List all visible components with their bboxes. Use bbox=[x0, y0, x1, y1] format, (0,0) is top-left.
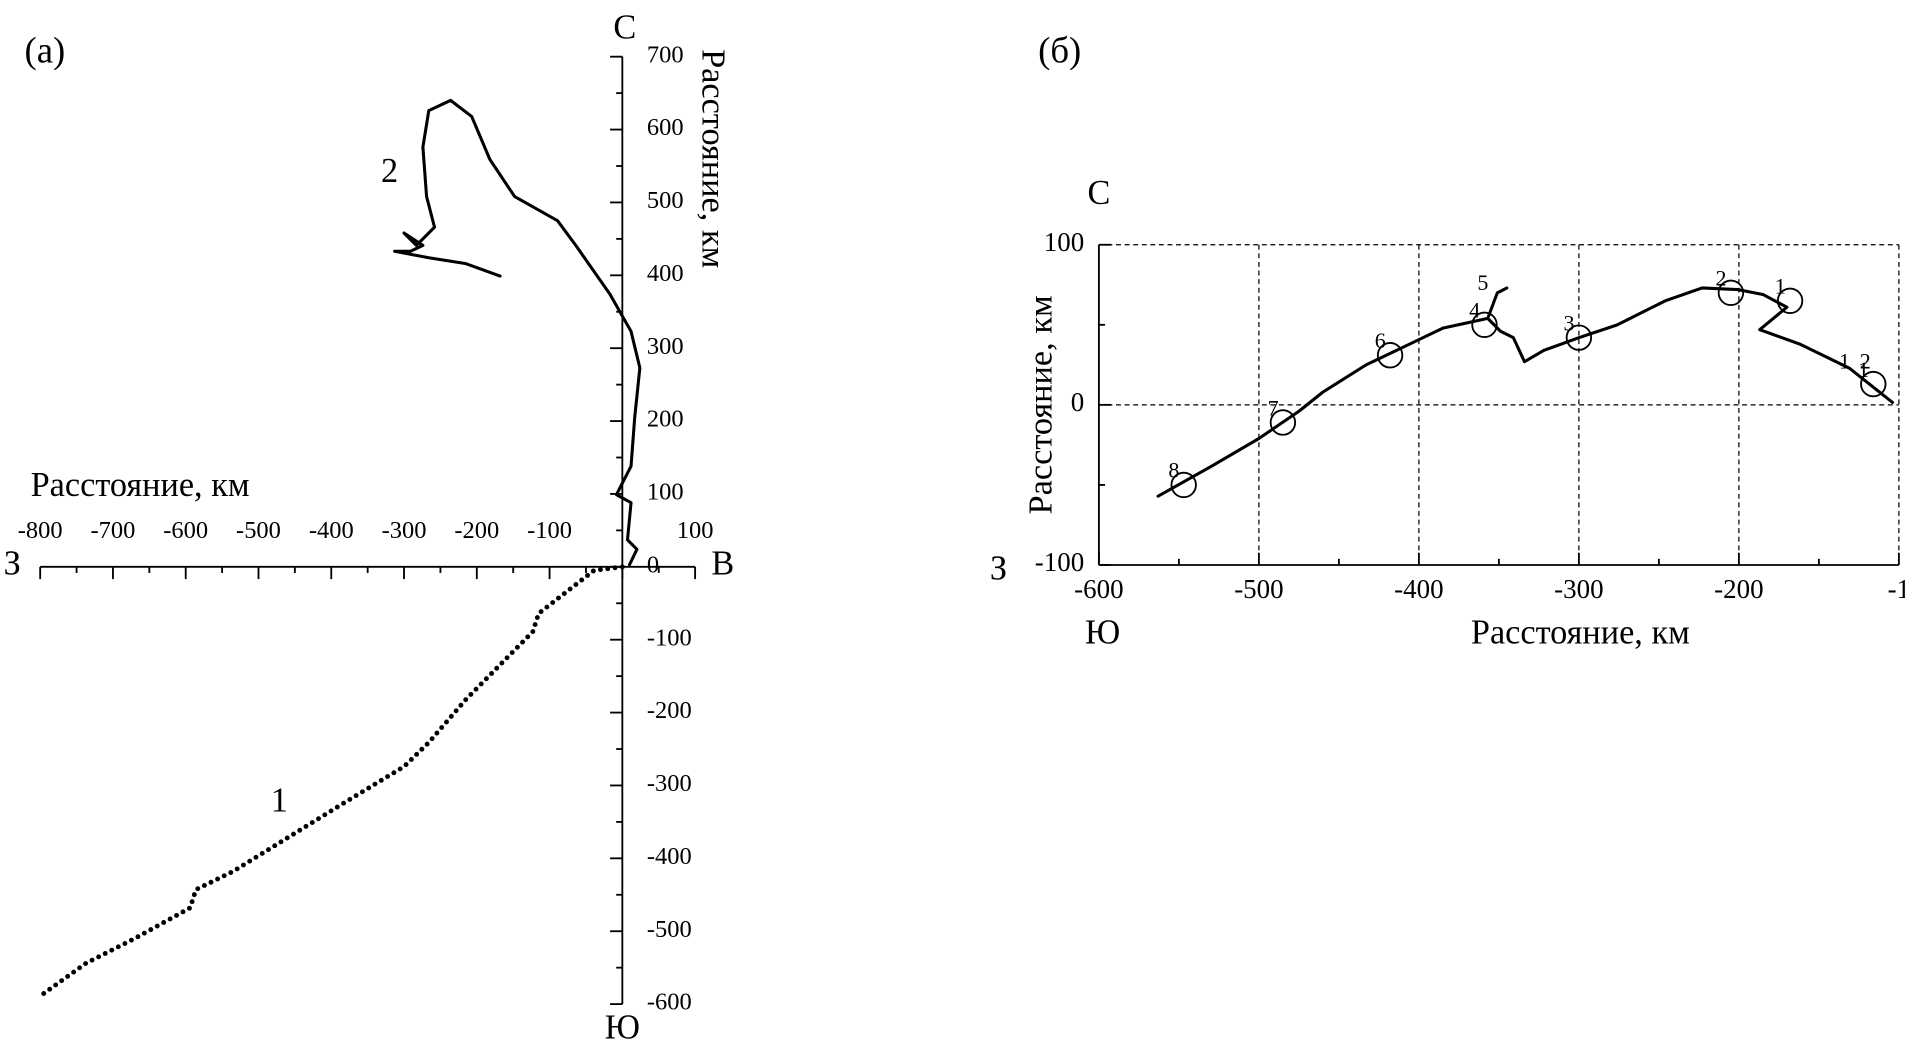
station-label: 8 bbox=[1168, 458, 1179, 483]
station-marker bbox=[1269, 409, 1297, 436]
y-tick-label: -400 bbox=[647, 843, 692, 870]
y-tick-label: 500 bbox=[647, 187, 684, 214]
y-tick-label: 100 bbox=[647, 479, 684, 506]
west-label: З bbox=[4, 545, 21, 583]
x-tick-label: -400 bbox=[1394, 574, 1443, 604]
y-tick-label: 100 bbox=[1044, 227, 1084, 257]
x-tick-label: -600 bbox=[163, 517, 208, 544]
x-tick-label: -200 bbox=[1714, 574, 1763, 604]
station-marker bbox=[1565, 324, 1593, 351]
x-tick-label: -300 bbox=[382, 517, 427, 544]
station-label: 2 bbox=[1716, 266, 1727, 291]
point-label: 2 bbox=[1860, 348, 1871, 373]
station-label: 1 bbox=[1858, 357, 1869, 382]
station-marker bbox=[1376, 342, 1404, 369]
x-tick-label: -500 bbox=[236, 517, 281, 544]
point-label: 1 bbox=[1839, 348, 1850, 373]
station-label: 6 bbox=[1375, 328, 1386, 353]
east-label: В bbox=[711, 545, 734, 583]
y-tick-label: 200 bbox=[647, 406, 684, 433]
y-tick-label: 300 bbox=[647, 333, 684, 360]
panel-label: (б) bbox=[1038, 29, 1081, 70]
y-tick-label: 600 bbox=[647, 114, 684, 141]
north-label: С bbox=[613, 9, 636, 47]
station-marker bbox=[1170, 471, 1197, 499]
point-label: 5 bbox=[1477, 270, 1488, 295]
y-tick-label: -100 bbox=[1035, 547, 1084, 577]
y-tick-label: 0 bbox=[1071, 387, 1084, 417]
x-tick-label: -500 bbox=[1234, 574, 1283, 604]
panel-label: (а) bbox=[25, 29, 66, 70]
station-marker bbox=[1860, 370, 1887, 398]
y-tick-label: 400 bbox=[647, 260, 684, 287]
north-label: С bbox=[1087, 174, 1110, 212]
y-tick-label: -500 bbox=[647, 916, 692, 943]
series-label: 1 bbox=[271, 781, 288, 819]
station-marker bbox=[1776, 287, 1804, 314]
x-tick-label: -800 bbox=[18, 517, 63, 544]
x-tick-label: -300 bbox=[1554, 574, 1603, 604]
y-tick-label: -200 bbox=[647, 697, 692, 724]
trajectory bbox=[1156, 286, 1895, 498]
y-tick-label: -600 bbox=[647, 989, 692, 1016]
station-label: 1 bbox=[1775, 274, 1786, 299]
station-marker bbox=[1471, 311, 1498, 339]
station-label: 7 bbox=[1268, 395, 1279, 420]
x-tick-label: -100 bbox=[527, 517, 572, 544]
y-tick-label: -300 bbox=[647, 770, 692, 797]
y-tick-label: -100 bbox=[647, 624, 692, 651]
x-tick-label: -700 bbox=[91, 517, 136, 544]
trajectory bbox=[40, 564, 625, 997]
trajectory bbox=[393, 98, 642, 567]
y-axis-label: Расстояние, км bbox=[695, 49, 733, 268]
x-tick-label: -400 bbox=[309, 517, 354, 544]
west-label: З bbox=[990, 550, 1007, 588]
station-label: 4 bbox=[1469, 298, 1480, 323]
y-tick-label: 0 bbox=[647, 551, 659, 578]
y-tick-label: 700 bbox=[647, 41, 684, 68]
x-tick-label: 100 bbox=[677, 517, 714, 544]
south-label: Ю bbox=[605, 1008, 640, 1046]
series-label: 2 bbox=[381, 152, 398, 190]
station-marker bbox=[1717, 279, 1745, 306]
x-tick-label: -200 bbox=[454, 517, 499, 544]
x-axis-label: Расстояние, км bbox=[1471, 613, 1690, 651]
x-axis-label: Расстояние, км bbox=[31, 466, 250, 504]
x-tick-label: -600 bbox=[1074, 574, 1123, 604]
station-label: 3 bbox=[1564, 310, 1575, 335]
y-axis-label: Расстояние, км bbox=[1022, 295, 1060, 514]
x-tick-label: -1 bbox=[1888, 574, 1905, 604]
south-label: Ю bbox=[1085, 613, 1120, 651]
